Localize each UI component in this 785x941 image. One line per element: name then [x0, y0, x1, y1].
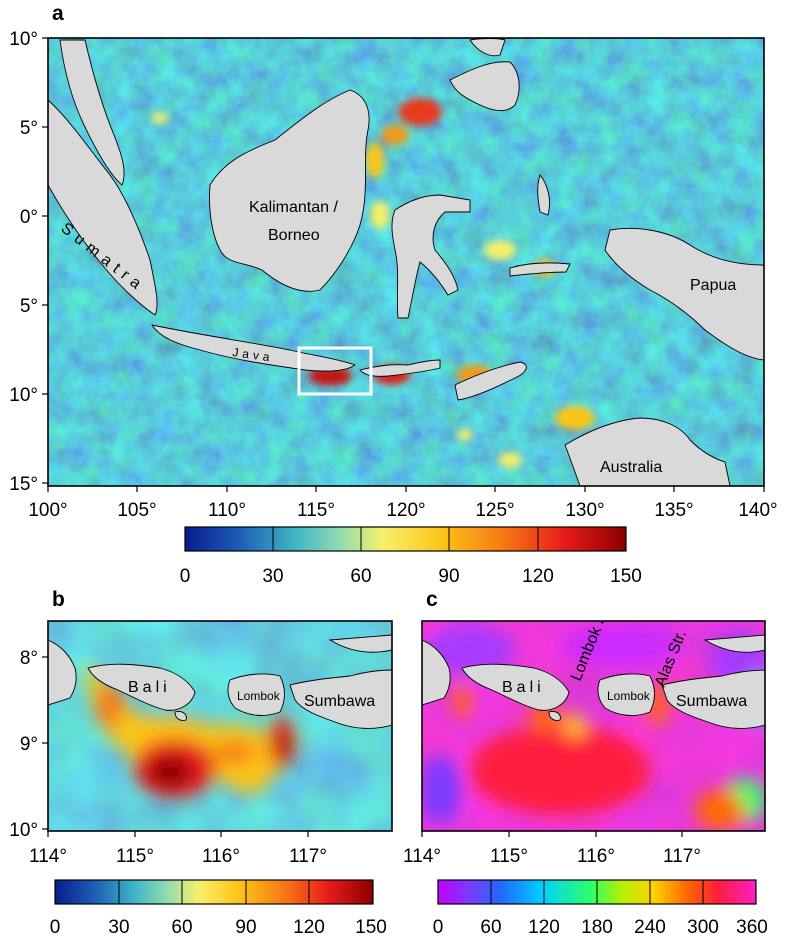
timor-land [454, 361, 527, 401]
colorbar-a-tick: 150 [610, 566, 642, 587]
panel-c-colorbar: 0 60 120 180 240 300 360 [433, 879, 768, 938]
seram-land [509, 262, 571, 277]
inset-box [297, 346, 373, 396]
panel-a-lat-ticks [42, 37, 48, 484]
label-sumbawa-b: Sumbawa [304, 693, 375, 710]
label-lombok-c: Lombok [607, 689, 651, 703]
panel-c-lon-tick-label: 117° [663, 846, 701, 867]
colorbar-c-tick: 60 [480, 917, 501, 938]
panel-b-frame [47, 620, 393, 832]
panel-b-lon-tick-label: 116° [202, 846, 240, 867]
panel-b-map: Bali Lombok Sumbawa [48, 621, 392, 831]
label-bali-b: Bali [128, 679, 171, 696]
panel-a-lon-tick-label: 115° [297, 500, 335, 521]
panel-a-map: Kalimantan / Borneo Sumatra Java Papua A… [48, 38, 764, 486]
sumbawa-land [661, 669, 765, 729]
colorbar-c-tick: 120 [528, 917, 560, 938]
colorbar-a-tick: 120 [522, 566, 554, 587]
java-east-land [422, 639, 451, 706]
panel-b-lat-tick-label: 10° [9, 820, 38, 841]
mindanao-land [449, 61, 520, 112]
panel-c-map: Bali Lombok Sumbawa Lombok Str. Alas Str… [422, 621, 765, 831]
panel-a-lat-tick-label: 10° [9, 29, 38, 50]
colorbar-a-tick: 60 [350, 566, 371, 587]
colorbar-c-tick: 240 [634, 917, 666, 938]
sumatra-land [48, 99, 158, 316]
java-land [151, 324, 356, 372]
bali-land [87, 663, 196, 711]
panel-a-landmasses [48, 38, 764, 486]
panel-c-landmasses [422, 634, 765, 729]
panel-b-landmasses [48, 634, 392, 729]
colorbar-c-tick: 360 [736, 917, 768, 938]
lombok-land [597, 673, 655, 716]
panel-b-lon-tick-label: 115° [116, 846, 154, 867]
panel-a-lon-tick-label: 120° [386, 500, 425, 521]
label-java: Java [232, 345, 275, 365]
colorbar-a-tick: 0 [180, 566, 191, 587]
nusa-penida-land [174, 711, 187, 721]
panel-c-frame [421, 620, 766, 832]
panel-a-colorbar: 0 30 60 90 120 150 [180, 526, 642, 587]
panel-c-lon-tick-label: 114° [403, 846, 441, 867]
panel-b-letter: b [52, 588, 65, 611]
nusa-penida-land [548, 711, 561, 721]
papua-land [604, 227, 764, 361]
sulawesi-land [391, 194, 471, 319]
label-kalimantan: Kalimantan / [249, 199, 338, 216]
panel-b-colorbar: 0 30 60 90 120 150 [50, 879, 387, 938]
panel-a-lon-ticks [47, 486, 765, 492]
panel-c-lon-tick-label: 116° [577, 846, 615, 867]
label-sumbawa-c: Sumbawa [676, 693, 747, 710]
label-borneo: Borneo [268, 227, 320, 244]
borneo-land [209, 89, 370, 292]
australia-land [564, 417, 731, 486]
colorbar-c-tick: 0 [433, 917, 444, 938]
sumbawa-land [289, 669, 392, 729]
panel-a-lat-tick-label: 0° [20, 207, 38, 228]
colorbar-b-tick: 60 [171, 917, 192, 938]
halmahera-land [537, 174, 551, 216]
java-east-land [48, 639, 77, 706]
colorbar-c-tick: 300 [687, 917, 719, 938]
panel-a-lon-tick-label: 110° [208, 500, 246, 521]
panel-b-lat-tick-label: 8° [20, 648, 38, 669]
panel-c-ticks [421, 831, 683, 837]
panel-c-lon-tick-label: 115° [490, 846, 528, 867]
panel-b-lon-tick-label: 114° [29, 846, 67, 867]
colorbar-b-tick: 30 [108, 917, 129, 938]
panel-a-lon-tick-label: 140° [738, 500, 777, 521]
panel-a-lat-tick-label: 15° [9, 474, 38, 495]
label-australia: Australia [600, 459, 662, 476]
panel-a-lon-tick-label: 125° [475, 500, 514, 521]
panel-a-lon-tick-label: 105° [117, 500, 156, 521]
panel-b-lon-tick-label: 117° [289, 846, 327, 867]
panel-a-letter: a [52, 2, 64, 25]
panel-a-lat-tick-label: 10° [9, 385, 38, 406]
label-lombok-b: Lombok [237, 689, 281, 703]
lesser-sunda-land [359, 359, 441, 377]
colorbar-b-tick: 150 [355, 917, 387, 938]
panel-a-lat-tick-label: 5° [20, 118, 38, 139]
label-bali-c: Bali [502, 679, 545, 696]
lombok-land [227, 673, 285, 716]
malay-peninsula-land [59, 39, 125, 186]
panel-a-lat-tick-label: 5° [20, 296, 38, 317]
panel-b-lat-tick-label: 9° [20, 734, 38, 755]
colorbar-b-tick: 0 [50, 917, 61, 938]
colorbar-a-tick: 90 [438, 566, 459, 587]
panel-c-letter: c [426, 588, 438, 611]
panel-a-lon-tick-label: 135° [654, 500, 693, 521]
bali-land [461, 663, 570, 711]
colorbar-b-tick: 90 [235, 917, 256, 938]
colorbar-b-tick: 120 [293, 917, 325, 938]
label-papua: Papua [690, 277, 736, 294]
colorbar-c-tick: 180 [581, 917, 613, 938]
panel-a-lon-tick-label: 100° [28, 500, 67, 521]
panel-a-lon-tick-label: 130° [565, 500, 604, 521]
panel-b-ticks [42, 656, 309, 837]
colorbar-a-tick: 30 [262, 566, 283, 587]
